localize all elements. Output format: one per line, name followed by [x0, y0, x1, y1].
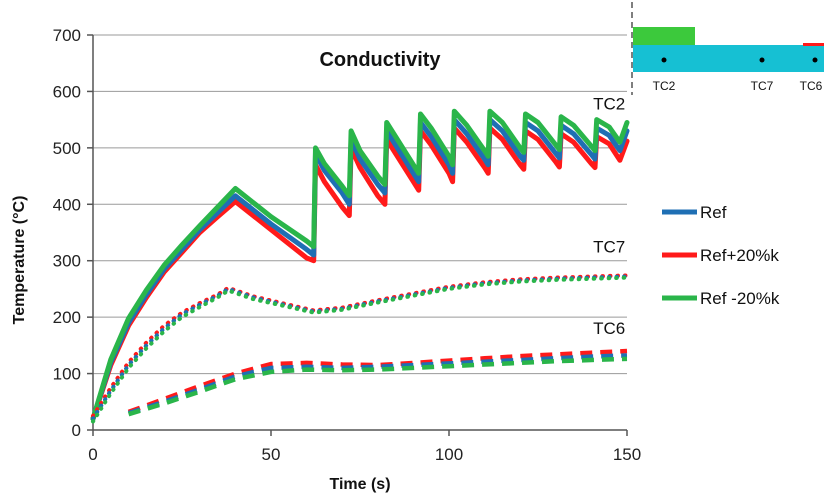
series-tc6-ref-20-k — [127, 348, 628, 415]
x-tick-label-100: 100 — [435, 445, 463, 464]
y-tick-label-500: 500 — [53, 139, 81, 158]
series-tc2-ref-20-k — [90, 125, 630, 422]
curve-labels: TC2 TC7 TC6 — [593, 94, 625, 338]
data-series — [90, 108, 630, 424]
x-tick-label-50: 50 — [262, 445, 281, 464]
sensor-position-inset: TC2 TC7 TC6 — [631, 2, 824, 95]
inset-label-tc6: TC6 — [800, 79, 823, 93]
inset-point-tc2 — [661, 57, 667, 63]
inset-top-layer — [633, 27, 695, 45]
inset-edge-layer — [803, 43, 824, 46]
series-tc7-ref-20-k — [91, 275, 629, 424]
y-tick-label-200: 200 — [53, 308, 81, 327]
inset-main-layer — [633, 45, 824, 72]
annotation-tc6: TC6 — [593, 319, 625, 338]
chart-title: Conductivity — [319, 49, 441, 71]
y-axis-label: Temperature (°C) — [11, 196, 28, 325]
series-tc2-ref-20-k — [90, 108, 630, 422]
y-tick-label-600: 600 — [53, 82, 81, 101]
y-tick-label-700: 700 — [53, 26, 81, 45]
x-tick-label-150: 150 — [613, 445, 641, 464]
y-tick-label-0: 0 — [72, 421, 81, 440]
annotation-tc7: TC7 — [593, 237, 625, 256]
axes — [87, 34, 628, 436]
legend-label-0: Ref — [700, 203, 727, 222]
inset-label-tc7: TC7 — [751, 79, 774, 93]
y-tick-label-400: 400 — [53, 195, 81, 214]
x-axis-label: Time (s) — [329, 476, 390, 493]
inset-point-tc7 — [759, 57, 765, 63]
x-tick-labels: 0 50 100 150 — [88, 445, 641, 464]
legend-label-1: Ref+20%k — [700, 246, 779, 265]
x-tick-label-0: 0 — [88, 445, 97, 464]
legend: Ref Ref+20%k Ref -20%k — [662, 203, 780, 308]
inset-label-tc2: TC2 — [653, 79, 676, 93]
series-tc6-ref — [127, 353, 628, 416]
inset-point-tc6 — [812, 57, 818, 63]
series-tc6-ref-20-k — [127, 356, 628, 417]
y-tick-label-100: 100 — [53, 365, 81, 384]
y-tick-labels: 0 100 200 300 400 500 600 700 — [53, 26, 81, 440]
legend-label-2: Ref -20%k — [700, 289, 780, 308]
annotation-tc2: TC2 — [593, 94, 625, 113]
y-tick-label-300: 300 — [53, 252, 81, 271]
